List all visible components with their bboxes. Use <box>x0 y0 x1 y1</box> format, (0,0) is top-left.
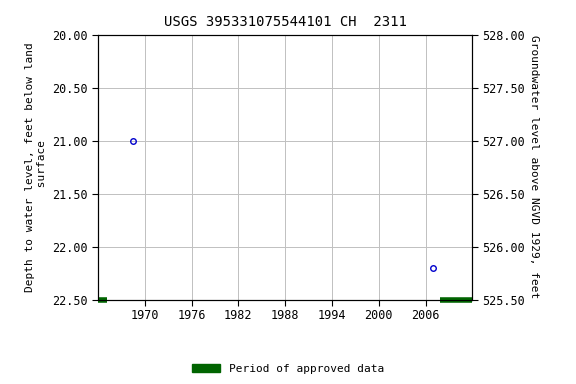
Title: USGS 395331075544101 CH  2311: USGS 395331075544101 CH 2311 <box>164 15 407 29</box>
Legend: Period of approved data: Period of approved data <box>188 359 388 379</box>
Y-axis label: Depth to water level, feet below land
 surface: Depth to water level, feet below land su… <box>25 42 47 292</box>
Y-axis label: Groundwater level above NGVD 1929, feet: Groundwater level above NGVD 1929, feet <box>529 35 539 299</box>
